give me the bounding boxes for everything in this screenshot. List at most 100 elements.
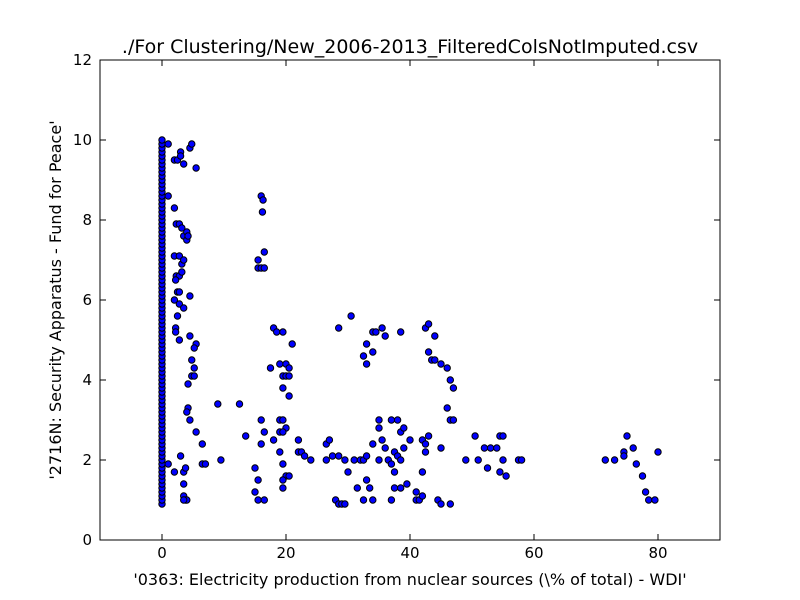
scatter-point <box>421 448 430 456</box>
scatter-point <box>654 448 662 456</box>
scatter-point <box>437 444 445 452</box>
scatter-point <box>645 496 653 504</box>
scatter-point <box>471 432 479 440</box>
scatter-point <box>254 256 262 264</box>
scatter-point <box>180 480 188 488</box>
y-tick-label: 0 <box>82 531 92 549</box>
scatter-point <box>375 416 383 424</box>
scatter-point <box>254 496 262 504</box>
scatter-point <box>651 496 659 504</box>
scatter-point <box>279 476 287 484</box>
scatter-point <box>183 408 191 416</box>
x-tick-label: 0 <box>157 544 167 562</box>
scatter-point <box>260 428 268 436</box>
scatter-point <box>279 328 287 336</box>
scatter-point <box>164 192 172 200</box>
scatter-point <box>397 484 405 492</box>
scatter-point <box>443 364 451 372</box>
scatter-point <box>180 304 188 312</box>
scatter-point <box>375 424 383 432</box>
scatter-point <box>307 456 315 464</box>
scatter-point <box>437 360 445 368</box>
scatter-point <box>517 456 526 464</box>
scatter-point <box>446 376 454 384</box>
scatter-point <box>362 476 371 484</box>
scatter-point <box>372 328 380 336</box>
scatter-point <box>251 464 259 472</box>
scatter-point <box>188 140 196 148</box>
scatter-point <box>418 468 427 476</box>
scatter-point <box>381 332 389 340</box>
scatter-point <box>178 268 186 276</box>
scatter-point <box>443 404 451 412</box>
y-tick-label: 12 <box>73 51 92 69</box>
scatter-point <box>387 416 396 424</box>
x-tick-label: 60 <box>524 544 543 562</box>
scatter-point <box>325 436 334 444</box>
x-tick-label: 20 <box>276 544 295 562</box>
scatter-point <box>403 480 411 488</box>
scatter-point <box>257 416 265 424</box>
scatter-point <box>390 484 399 492</box>
scatter-point <box>322 456 330 464</box>
scatter-point <box>257 440 265 448</box>
scatter-point <box>362 360 371 368</box>
scatter-point <box>176 452 185 460</box>
scatter-point <box>449 416 458 424</box>
scatter-point <box>285 472 293 480</box>
scatter-point <box>260 248 268 256</box>
scatter-point <box>192 164 200 172</box>
x-tick-label: 80 <box>648 544 667 562</box>
scatter-point <box>387 496 396 504</box>
axis-ticks: 0 20 40 60 80 0 2 4 6 8 10 12 <box>73 51 720 562</box>
scatter-point <box>424 432 433 440</box>
scatter-point <box>180 160 188 168</box>
scatter-point <box>350 456 358 464</box>
scatter-point <box>217 456 225 464</box>
scatter-point <box>499 456 507 464</box>
scatter-point <box>173 312 182 320</box>
scatter-point <box>620 452 628 460</box>
scatter-point <box>285 372 293 380</box>
scatter-point <box>188 356 196 364</box>
scatter-point <box>406 436 414 444</box>
scatter-point <box>493 444 501 452</box>
scatter-point <box>170 204 179 212</box>
scatter-point <box>480 444 489 452</box>
scatter-point <box>601 456 609 464</box>
scatter-point <box>285 364 293 372</box>
scatter-point <box>260 264 268 272</box>
y-tick-label: 6 <box>82 291 92 309</box>
scatter-point <box>502 472 510 480</box>
y-tick-label: 8 <box>82 211 92 229</box>
y-axis-label: '2716N: Security Apparatus - Fund for Pe… <box>46 120 65 479</box>
x-axis-label: '0363: Electricity production from nucle… <box>133 570 686 589</box>
scatter-point <box>260 496 268 504</box>
scatter-point <box>279 484 287 492</box>
scatter-point <box>192 428 200 436</box>
scatter-point <box>186 332 194 340</box>
scatter-point <box>381 444 389 452</box>
scatter-point <box>171 328 180 336</box>
scatter-point <box>186 416 194 424</box>
scatter-point <box>335 324 343 332</box>
scatter-point <box>344 468 352 476</box>
scatter-point <box>180 256 188 264</box>
scatter-point <box>170 296 179 304</box>
scatter-point <box>483 464 492 472</box>
scatter-point <box>201 460 210 468</box>
scatter-point <box>164 460 172 468</box>
scatter-point <box>184 380 192 388</box>
scatter-point <box>369 496 377 504</box>
scatter-point <box>397 328 405 336</box>
scatter-point <box>641 488 650 496</box>
data-points <box>158 136 662 508</box>
scatter-point <box>198 440 207 448</box>
scatter-point <box>276 360 284 368</box>
x-tick-label: 40 <box>400 544 419 562</box>
scatter-point <box>258 208 267 216</box>
scatter-point <box>362 452 371 460</box>
scatter-point <box>288 340 296 348</box>
scatter-point <box>496 468 504 476</box>
scatter-point <box>279 460 287 468</box>
